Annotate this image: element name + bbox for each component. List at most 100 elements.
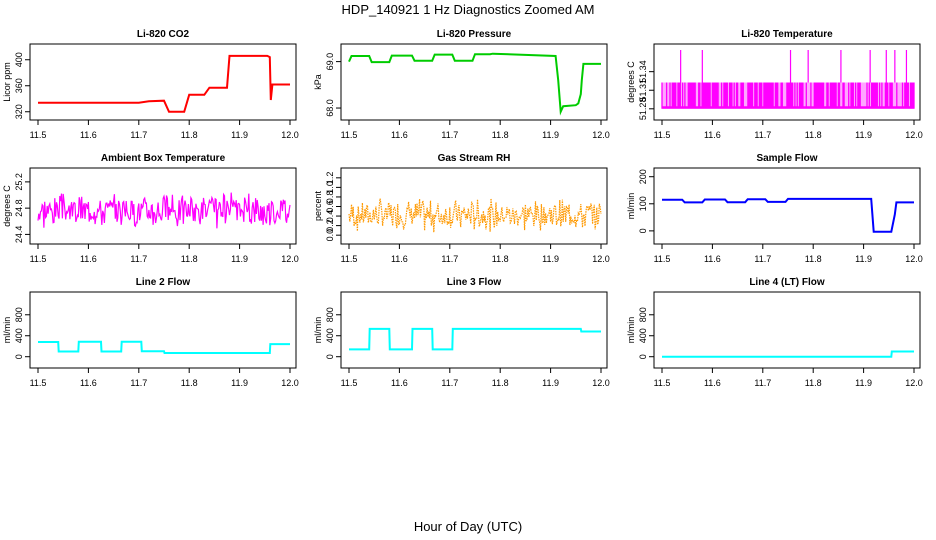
figure-title: HDP_140921 1 Hz Diagnostics Zoomed AM [342, 2, 595, 17]
y-tick-label: 24.8 [14, 199, 24, 217]
y-tick-label: 69.0 [325, 53, 335, 71]
series-line [37, 192, 291, 229]
x-tick-label: 11.7 [441, 378, 458, 388]
y-tick-label: 0 [638, 354, 648, 359]
panel-title: Line 3 Flow [447, 277, 502, 288]
x-tick-label: 11.8 [181, 130, 198, 140]
x-tick-label: 11.8 [492, 254, 509, 264]
panel-title: Gas Stream RH [438, 153, 511, 164]
y-tick-label: 51.31 [638, 79, 648, 102]
y-tick-label: 0 [14, 354, 24, 359]
panel-title: Li-820 Temperature [741, 29, 833, 40]
panel-title: Li-820 Pressure [437, 29, 512, 40]
y-tick-label: 0 [325, 354, 335, 359]
panel-2: Li-820 Pressure kPa 11.5 11.6 11.7 11.8 11.9 12… [313, 29, 610, 140]
x-tick-label: 11.8 [181, 254, 198, 264]
x-tick-label: 11.8 [805, 254, 822, 264]
x-tick-label: 11.7 [754, 254, 771, 264]
x-tick-label: 11.8 [492, 378, 509, 388]
y-tick-label: 800 [638, 307, 648, 322]
x-tick-label: 11.7 [130, 378, 147, 388]
y-tick-label: 200 [638, 169, 648, 184]
panel-title: Line 4 (LT) Flow [749, 277, 825, 288]
series-line [662, 350, 914, 358]
x-tick-label: 11.5 [654, 130, 671, 140]
y-tick-label: 1.2 [325, 172, 335, 185]
plot-frame [653, 43, 921, 121]
y-tick-label: 400 [14, 52, 24, 67]
y-axis-label: Licor ppm [2, 62, 12, 102]
y-tick-label: 1.0 [325, 181, 335, 194]
panel-9: Line 4 (LT) Flow ml/min 11.5 11.6 11.7 11.8 11… [626, 277, 923, 388]
x-tick-label: 11.5 [654, 378, 671, 388]
x-tick-label: 11.6 [704, 130, 721, 140]
y-tick-label: 320 [14, 104, 24, 119]
figure-xlabel: Hour of Day (UTC) [414, 519, 522, 534]
y-axis-label: kPa [313, 74, 323, 90]
y-tick-label: 68.0 [325, 99, 335, 117]
x-tick-label: 11.6 [80, 130, 97, 140]
y-axis-label: ml/min [626, 317, 636, 344]
y-tick-label: 0.0 [325, 229, 335, 242]
series-line [349, 327, 601, 351]
series-line [661, 82, 915, 109]
x-tick-label: 11.6 [391, 378, 408, 388]
panel-7: Line 2 Flow ml/min 11.5 11.6 11.7 11.8 11.9 12.… [2, 277, 299, 388]
plot-frame [653, 167, 921, 245]
x-tick-label: 12.0 [592, 378, 610, 388]
x-tick-label: 11.8 [805, 130, 822, 140]
y-tick-label: 24.4 [14, 226, 24, 244]
x-tick-label: 11.6 [80, 378, 97, 388]
x-tick-label: 11.9 [542, 130, 559, 140]
x-tick-label: 12.0 [281, 378, 299, 388]
x-tick-label: 12.0 [281, 254, 299, 264]
panel-8: Line 3 Flow ml/min 11.5 11.6 11.7 11.8 11.9 12.… [313, 277, 610, 388]
x-tick-label: 11.8 [492, 130, 509, 140]
x-tick-label: 11.6 [80, 254, 97, 264]
y-axis-label: degrees C [626, 61, 636, 103]
x-tick-label: 11.5 [30, 254, 47, 264]
y-axis-label: ml/min [2, 317, 12, 344]
x-tick-label: 11.6 [391, 130, 408, 140]
x-tick-label: 11.9 [231, 378, 248, 388]
x-tick-label: 12.0 [905, 378, 923, 388]
panel-title: Ambient Box Temperature [101, 153, 226, 164]
plot-frame [340, 291, 608, 369]
y-tick-label: 360 [14, 78, 24, 93]
x-tick-label: 11.7 [130, 254, 147, 264]
y-tick-label: 51.34 [638, 60, 648, 83]
y-tick-label: 400 [14, 328, 24, 343]
plot-frame [653, 291, 921, 369]
x-tick-label: 11.8 [181, 378, 198, 388]
x-tick-label: 11.9 [855, 130, 872, 140]
y-tick-label: 800 [325, 307, 335, 322]
x-tick-label: 11.9 [542, 378, 559, 388]
x-tick-label: 11.8 [805, 378, 822, 388]
panel-title: Line 2 Flow [136, 277, 191, 288]
x-tick-label: 11.7 [754, 378, 771, 388]
x-tick-label: 11.5 [341, 130, 358, 140]
x-tick-label: 11.5 [654, 254, 671, 264]
series-line [38, 340, 290, 354]
y-tick-label: 0 [638, 228, 648, 233]
y-tick-label: 0.6 [325, 200, 335, 213]
y-tick-label: 0.8 [325, 191, 335, 204]
series-line [38, 54, 290, 113]
y-axis-label: degrees C [2, 185, 12, 227]
y-tick-label: 0.4 [325, 210, 335, 223]
series-line [348, 52, 601, 116]
x-tick-label: 11.9 [231, 254, 248, 264]
plot-frame [340, 43, 608, 121]
x-tick-label: 11.7 [441, 254, 458, 264]
x-tick-label: 11.9 [542, 254, 559, 264]
x-tick-label: 12.0 [905, 254, 923, 264]
panel-4: Ambient Box Temperature degrees C 11.5 11.6… [2, 153, 299, 264]
series-line [662, 197, 914, 233]
y-tick-label: 800 [14, 307, 24, 322]
x-tick-label: 12.0 [281, 130, 299, 140]
y-axis-label: ml/min [626, 193, 636, 220]
x-tick-label: 12.0 [592, 254, 610, 264]
x-tick-label: 11.5 [341, 378, 358, 388]
plot-frame [29, 43, 297, 121]
